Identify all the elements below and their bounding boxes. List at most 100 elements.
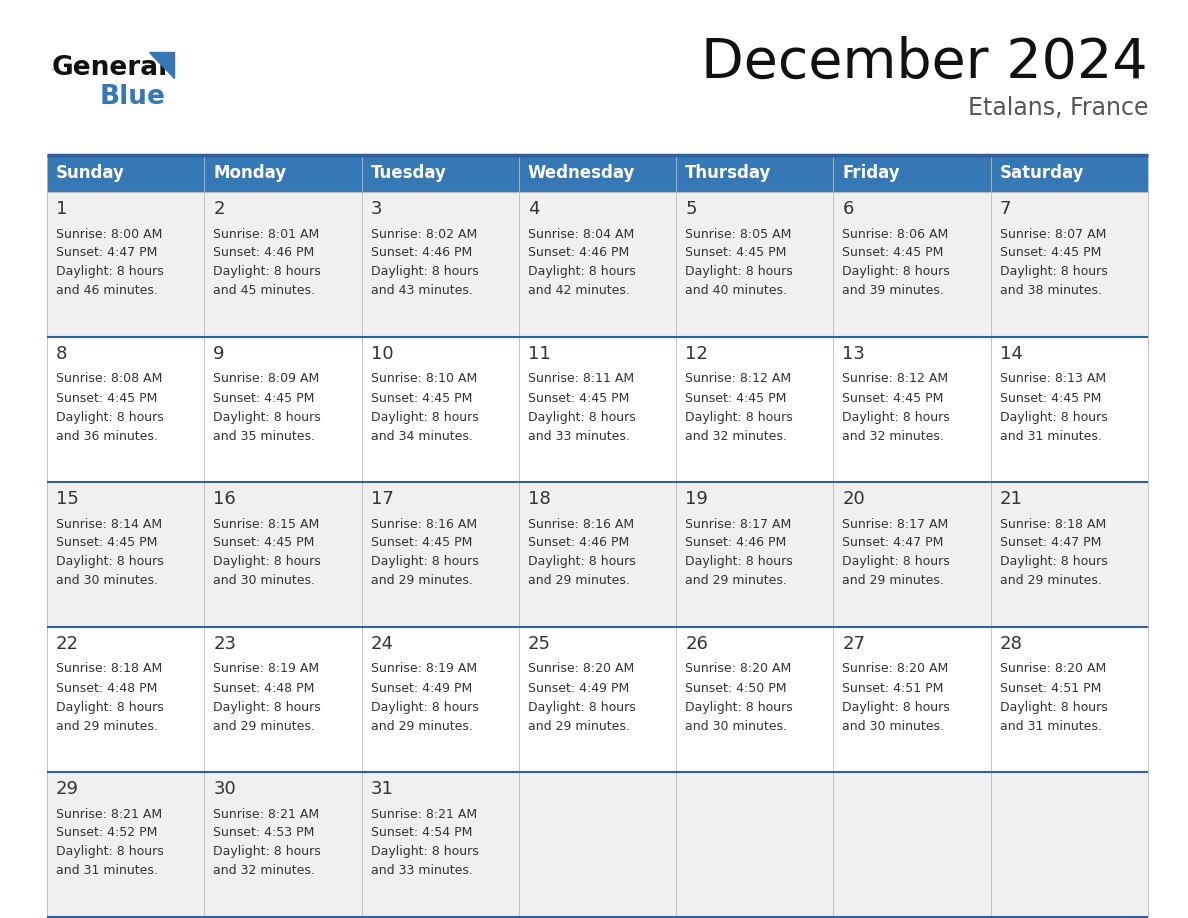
Text: and 32 minutes.: and 32 minutes.: [214, 865, 315, 878]
Text: Sunrise: 8:04 AM: Sunrise: 8:04 AM: [527, 228, 634, 241]
Text: Sunset: 4:45 PM: Sunset: 4:45 PM: [527, 391, 630, 405]
Text: and 40 minutes.: and 40 minutes.: [685, 285, 788, 297]
Text: and 31 minutes.: and 31 minutes.: [1000, 430, 1101, 442]
Text: Sunrise: 8:09 AM: Sunrise: 8:09 AM: [214, 373, 320, 386]
Text: Sunset: 4:46 PM: Sunset: 4:46 PM: [371, 247, 472, 260]
Text: and 29 minutes.: and 29 minutes.: [56, 720, 158, 733]
Bar: [48, 192, 1148, 337]
Bar: [48, 482, 1148, 627]
Text: December 2024: December 2024: [701, 36, 1148, 90]
Text: Daylight: 8 hours: Daylight: 8 hours: [214, 700, 321, 713]
Text: 7: 7: [1000, 200, 1011, 218]
Text: Sunrise: 8:12 AM: Sunrise: 8:12 AM: [842, 373, 948, 386]
Text: Daylight: 8 hours: Daylight: 8 hours: [214, 555, 321, 568]
Text: 24: 24: [371, 635, 393, 653]
Text: #111111: #111111: [52, 70, 58, 71]
Text: Sunset: 4:45 PM: Sunset: 4:45 PM: [56, 536, 157, 550]
Text: 18: 18: [527, 490, 550, 508]
Text: Daylight: 8 hours: Daylight: 8 hours: [527, 410, 636, 423]
Text: Sunset: 4:45 PM: Sunset: 4:45 PM: [685, 247, 786, 260]
Text: 10: 10: [371, 345, 393, 363]
Bar: [48, 155, 1148, 192]
Text: and 32 minutes.: and 32 minutes.: [842, 430, 944, 442]
Text: Wednesday: Wednesday: [527, 164, 636, 183]
Text: Daylight: 8 hours: Daylight: 8 hours: [842, 700, 950, 713]
Text: Sunrise: 8:21 AM: Sunrise: 8:21 AM: [56, 808, 162, 821]
Text: Sunrise: 8:20 AM: Sunrise: 8:20 AM: [842, 663, 949, 676]
Text: Blue: Blue: [100, 84, 166, 110]
Text: Daylight: 8 hours: Daylight: 8 hours: [842, 555, 950, 568]
Text: Thursday: Thursday: [685, 164, 771, 183]
Text: Sunrise: 8:19 AM: Sunrise: 8:19 AM: [371, 663, 476, 676]
Text: Daylight: 8 hours: Daylight: 8 hours: [56, 265, 164, 278]
Text: Daylight: 8 hours: Daylight: 8 hours: [56, 845, 164, 858]
Text: 17: 17: [371, 490, 393, 508]
Text: Daylight: 8 hours: Daylight: 8 hours: [685, 265, 792, 278]
Text: Sunset: 4:47 PM: Sunset: 4:47 PM: [1000, 536, 1101, 550]
Text: 12: 12: [685, 345, 708, 363]
Text: Sunset: 4:51 PM: Sunset: 4:51 PM: [842, 681, 943, 695]
Text: Sunset: 4:45 PM: Sunset: 4:45 PM: [56, 391, 157, 405]
Text: Sunrise: 8:14 AM: Sunrise: 8:14 AM: [56, 518, 162, 531]
Text: Daylight: 8 hours: Daylight: 8 hours: [685, 700, 792, 713]
Text: Sunset: 4:52 PM: Sunset: 4:52 PM: [56, 826, 157, 839]
Text: 8: 8: [56, 345, 68, 363]
Text: and 30 minutes.: and 30 minutes.: [685, 720, 788, 733]
Text: and 31 minutes.: and 31 minutes.: [56, 865, 158, 878]
Text: Sunrise: 8:16 AM: Sunrise: 8:16 AM: [371, 518, 476, 531]
Text: Sunset: 4:45 PM: Sunset: 4:45 PM: [1000, 391, 1101, 405]
Text: Daylight: 8 hours: Daylight: 8 hours: [685, 555, 792, 568]
Text: Sunset: 4:53 PM: Sunset: 4:53 PM: [214, 826, 315, 839]
Text: and 45 minutes.: and 45 minutes.: [214, 285, 315, 297]
Bar: [48, 337, 1148, 482]
Text: 13: 13: [842, 345, 865, 363]
Text: Saturday: Saturday: [1000, 164, 1085, 183]
Text: Daylight: 8 hours: Daylight: 8 hours: [527, 265, 636, 278]
Text: Sunset: 4:49 PM: Sunset: 4:49 PM: [371, 681, 472, 695]
Text: General: General: [52, 55, 169, 81]
Text: Sunrise: 8:01 AM: Sunrise: 8:01 AM: [214, 228, 320, 241]
Text: Sunset: 4:49 PM: Sunset: 4:49 PM: [527, 681, 630, 695]
Text: Sunset: 4:45 PM: Sunset: 4:45 PM: [371, 391, 472, 405]
Text: and 36 minutes.: and 36 minutes.: [56, 430, 158, 442]
Text: Daylight: 8 hours: Daylight: 8 hours: [527, 700, 636, 713]
Text: Sunrise: 8:20 AM: Sunrise: 8:20 AM: [527, 663, 634, 676]
Text: 5: 5: [685, 200, 696, 218]
Text: Sunrise: 8:17 AM: Sunrise: 8:17 AM: [685, 518, 791, 531]
Text: Sunrise: 8:21 AM: Sunrise: 8:21 AM: [371, 808, 476, 821]
Text: Daylight: 8 hours: Daylight: 8 hours: [56, 555, 164, 568]
Text: Daylight: 8 hours: Daylight: 8 hours: [527, 555, 636, 568]
Text: Sunrise: 8:16 AM: Sunrise: 8:16 AM: [527, 518, 634, 531]
Text: Sunrise: 8:02 AM: Sunrise: 8:02 AM: [371, 228, 476, 241]
Text: 21: 21: [1000, 490, 1023, 508]
Text: Daylight: 8 hours: Daylight: 8 hours: [214, 410, 321, 423]
Text: Tuesday: Tuesday: [371, 164, 447, 183]
Text: Sunrise: 8:08 AM: Sunrise: 8:08 AM: [56, 373, 163, 386]
Text: and 30 minutes.: and 30 minutes.: [56, 575, 158, 588]
Text: 28: 28: [1000, 635, 1023, 653]
Text: 14: 14: [1000, 345, 1023, 363]
Text: 31: 31: [371, 780, 393, 798]
Text: Sunset: 4:46 PM: Sunset: 4:46 PM: [685, 536, 786, 550]
Text: Daylight: 8 hours: Daylight: 8 hours: [1000, 265, 1107, 278]
Text: Sunset: 4:47 PM: Sunset: 4:47 PM: [56, 247, 157, 260]
Text: Daylight: 8 hours: Daylight: 8 hours: [56, 700, 164, 713]
Text: Sunrise: 8:06 AM: Sunrise: 8:06 AM: [842, 228, 949, 241]
Text: 3: 3: [371, 200, 383, 218]
Text: and 43 minutes.: and 43 minutes.: [371, 285, 473, 297]
Text: Daylight: 8 hours: Daylight: 8 hours: [214, 265, 321, 278]
Text: Sunset: 4:45 PM: Sunset: 4:45 PM: [685, 391, 786, 405]
Text: Sunset: 4:54 PM: Sunset: 4:54 PM: [371, 826, 472, 839]
Text: Sunset: 4:46 PM: Sunset: 4:46 PM: [214, 247, 315, 260]
Text: and 29 minutes.: and 29 minutes.: [371, 720, 473, 733]
Text: Sunset: 4:45 PM: Sunset: 4:45 PM: [214, 391, 315, 405]
Text: Daylight: 8 hours: Daylight: 8 hours: [842, 265, 950, 278]
Bar: [48, 627, 1148, 772]
Text: and 34 minutes.: and 34 minutes.: [371, 430, 473, 442]
Text: Sunset: 4:47 PM: Sunset: 4:47 PM: [842, 536, 943, 550]
Text: Daylight: 8 hours: Daylight: 8 hours: [371, 265, 479, 278]
Text: Sunset: 4:45 PM: Sunset: 4:45 PM: [214, 536, 315, 550]
Text: Sunset: 4:48 PM: Sunset: 4:48 PM: [56, 681, 157, 695]
Text: and 33 minutes.: and 33 minutes.: [371, 865, 473, 878]
Text: Sunrise: 8:00 AM: Sunrise: 8:00 AM: [56, 228, 163, 241]
